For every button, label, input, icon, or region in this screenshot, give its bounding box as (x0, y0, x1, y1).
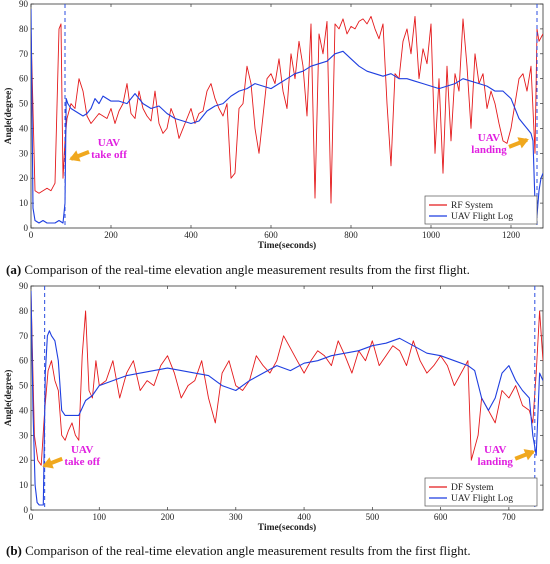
caption-b-letter: (b) (6, 543, 22, 558)
plot-frame (30, 3, 544, 229)
y-tick-label: 70 (19, 331, 29, 341)
x-tick-label: 400 (184, 230, 198, 240)
annotation-text: UAV (71, 444, 93, 456)
x-tick-label: 300 (229, 512, 243, 522)
annotation-text: take off (64, 456, 100, 468)
legend-entry: UAV Flight Log (451, 494, 513, 504)
x-tick-label: 800 (344, 230, 358, 240)
x-tick-label: 600 (434, 512, 448, 522)
caption-a-letter: (a) (6, 262, 22, 277)
caption-b-text: Comparison of the real-time elevation an… (25, 543, 471, 558)
y-tick-label: 60 (19, 74, 29, 84)
series-line-measured (31, 15, 543, 204)
legend-entry: DF System (451, 483, 494, 493)
y-tick-label: 20 (19, 455, 29, 465)
x-tick-label: 200 (104, 230, 118, 240)
y-tick-label: 30 (19, 148, 29, 158)
y-tick-label: 70 (19, 49, 29, 59)
annotation-text: UAV (478, 132, 500, 144)
annotation-text: landing (477, 456, 513, 468)
y-axis-label: Angle(degree) (3, 370, 14, 427)
annotation-text: UAV (98, 137, 120, 149)
chart-b: 0 10 20 30 40 50 60 70 80 90 0 100 200 300 400 500 600 70… (3, 281, 544, 533)
annotation-text: UAV (484, 444, 506, 456)
legend-entry: UAV Flight Log (451, 212, 513, 222)
x-axis-label: Time(seconds) (258, 522, 316, 533)
series-line-measured (31, 290, 543, 466)
x-tick-label: 0 (29, 230, 34, 240)
annotation-text: take off (91, 149, 127, 161)
y-tick-label: 80 (19, 24, 29, 34)
x-tick-label: 600 (264, 230, 278, 240)
y-tick-label: 60 (19, 356, 29, 366)
y-axis-label: Angle(degree) (3, 88, 14, 145)
legend-box (424, 195, 538, 225)
series-line-flight-log (31, 290, 543, 506)
y-tick-label: 50 (19, 99, 29, 109)
y-tick-label: 10 (19, 198, 29, 208)
x-tick-label: 1000 (422, 230, 441, 240)
x-tick-label: 700 (502, 512, 516, 522)
y-tick-label: 80 (19, 306, 29, 316)
series-line-flight-log (31, 8, 543, 224)
annotation-arrow-head (523, 449, 536, 461)
x-tick-label: 0 (29, 512, 34, 522)
y-tick-label: 10 (19, 480, 29, 490)
x-tick-label: 1200 (502, 230, 521, 240)
x-axis-label: Time(seconds) (258, 240, 316, 251)
x-tick-label: 500 (366, 512, 380, 522)
caption-b: (b) Comparison of the real-time elevatio… (6, 543, 471, 559)
caption-a-text: Comparison of the real-time elevation an… (24, 262, 470, 277)
y-tick-label: 50 (19, 381, 29, 391)
annotation-text: landing (471, 144, 507, 156)
y-tick-label: 90 (19, 0, 29, 9)
x-tick-label: 200 (161, 512, 175, 522)
x-tick-label: 400 (297, 512, 311, 522)
annotation-arrow-head (517, 137, 529, 149)
caption-a: (a) Comparison of the real-time elevatio… (6, 262, 470, 278)
legend-entry: RF System (451, 201, 494, 211)
plot-frame (30, 285, 544, 511)
annotation-arrow-head (69, 150, 81, 162)
y-tick-label: 20 (19, 173, 29, 183)
y-tick-label: 40 (19, 405, 29, 415)
chart-a: 0 10 20 30 40 50 60 70 80 90 0 200 400 600 800 1000 1200… (3, 0, 544, 251)
y-tick-label: 30 (19, 430, 29, 440)
y-tick-label: 0 (24, 505, 29, 515)
y-tick-label: 40 (19, 123, 29, 133)
y-tick-label: 90 (19, 281, 29, 291)
legend-box (424, 477, 538, 507)
y-tick-label: 0 (24, 223, 29, 233)
annotation-arrow-head (42, 457, 54, 469)
x-tick-label: 100 (93, 512, 107, 522)
